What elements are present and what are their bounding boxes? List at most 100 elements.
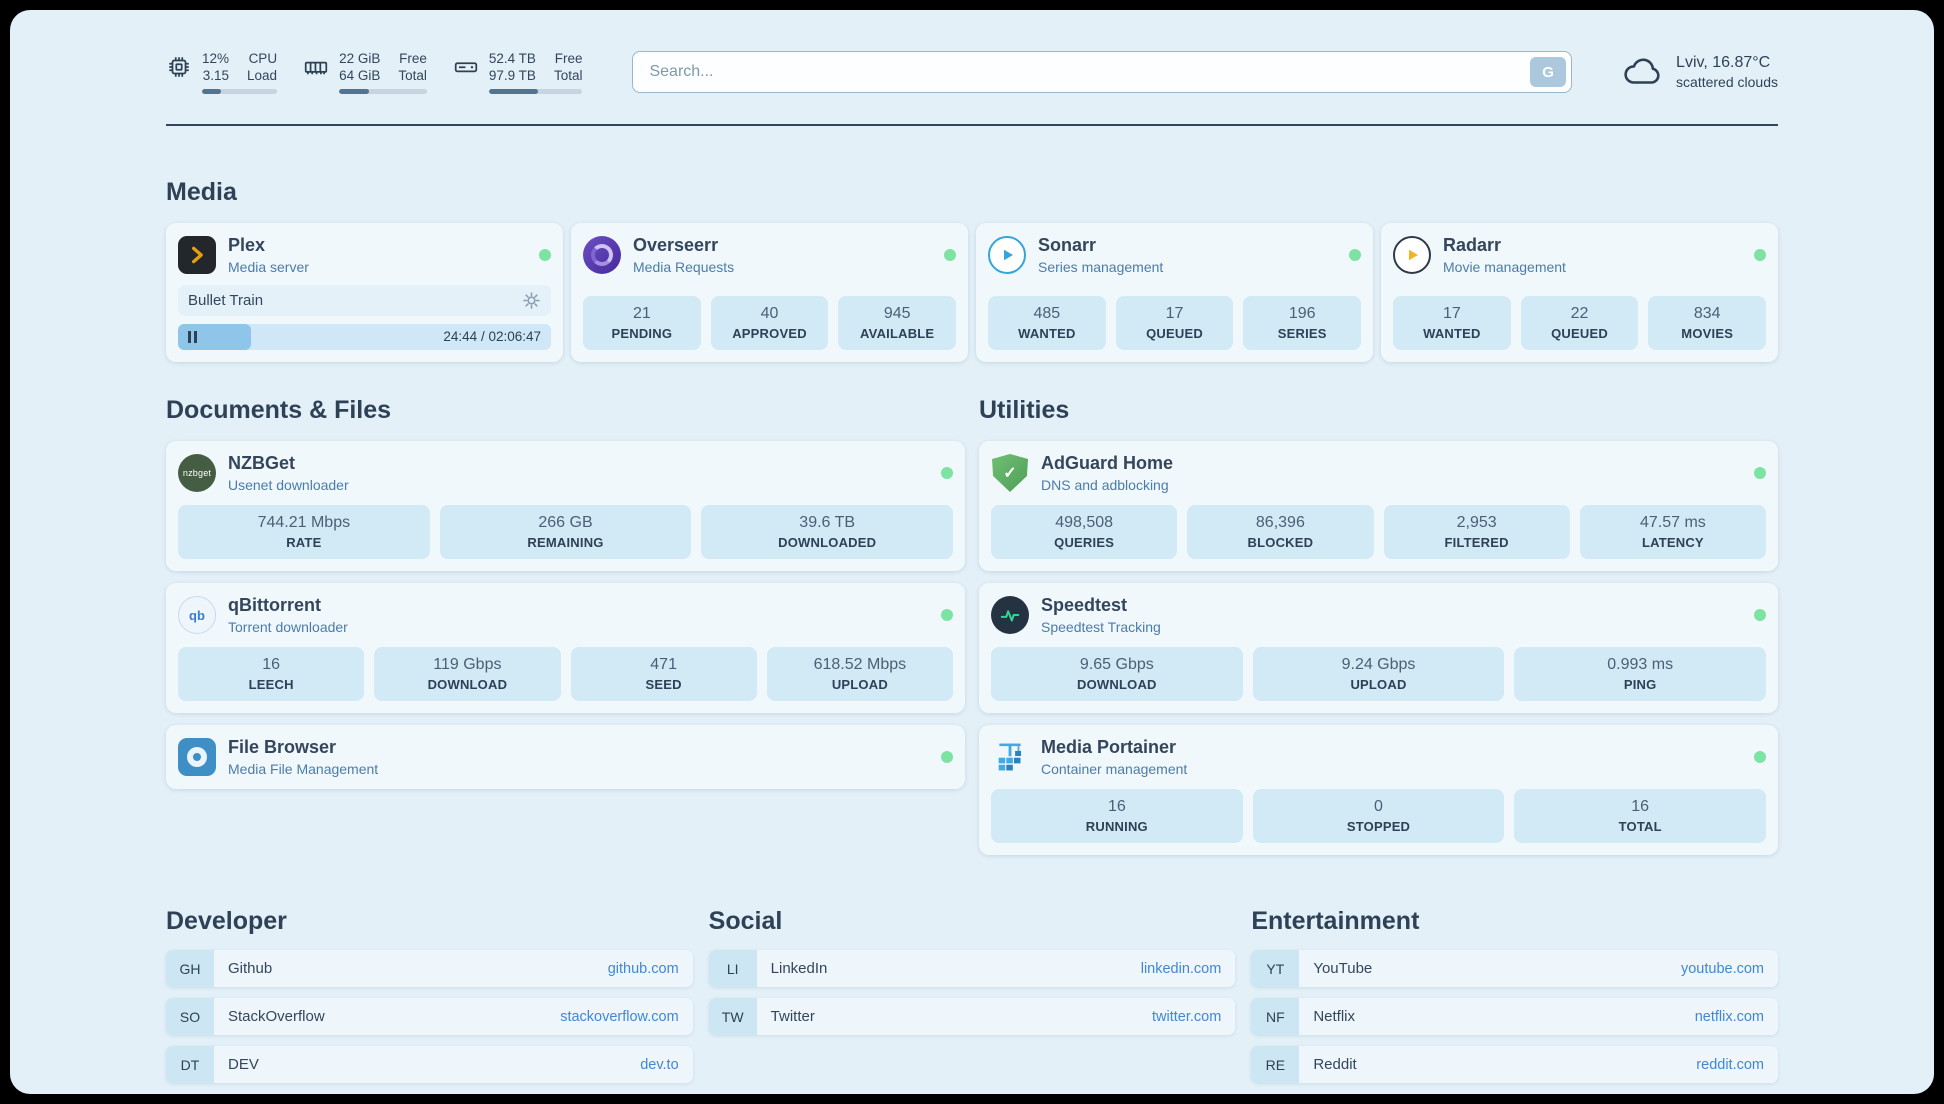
service-description: Media File Management xyxy=(228,761,379,777)
service-card-overseerr[interactable]: Overseerr Media Requests 21 PENDING 40 APPROV… xyxy=(571,223,968,362)
service-card-nzbget[interactable]: nzbget NZBGet Usenet downloader 744.21 Mbps… xyxy=(166,441,965,571)
memory-free-label: Free xyxy=(399,51,427,66)
gear-icon[interactable] xyxy=(522,291,541,310)
stat-value: 40 xyxy=(760,305,779,322)
now-playing-row: Bullet Train xyxy=(178,285,551,316)
search-provider-button[interactable]: G xyxy=(1530,57,1567,87)
bookmark-dev[interactable]: DT DEV dev.to xyxy=(166,1046,693,1083)
bookmark-twitter[interactable]: TW Twitter twitter.com xyxy=(708,998,1236,1035)
service-card-speedtest[interactable]: Speedtest Speedtest Tracking 9.65 Gbps DOWN… xyxy=(979,583,1778,713)
bookmark-url: twitter.com xyxy=(1152,1008,1222,1025)
stat-value: 17 xyxy=(1442,305,1461,322)
bookmark-abbr: DT xyxy=(166,1046,214,1083)
status-dot xyxy=(941,467,953,479)
stat-value: 47.57 ms xyxy=(1639,514,1706,531)
bookmark-linkedin[interactable]: LI LinkedIn linkedin.com xyxy=(708,950,1236,987)
dashboard-page: 12% 3.15 CPU Load xyxy=(10,10,1934,1094)
stat-value: 196 xyxy=(1288,305,1316,322)
card-header: File Browser Media File Management xyxy=(178,737,953,777)
status-dot xyxy=(1754,751,1766,763)
bookmark-abbr: GH xyxy=(166,950,214,987)
disk-free-value: 52.4 TB xyxy=(488,51,536,66)
cpu-icon xyxy=(166,54,192,80)
memory-total-value: 64 GiB xyxy=(339,68,381,83)
plex-icon xyxy=(178,236,216,274)
stat-value: 485 xyxy=(1033,305,1061,322)
pause-icon[interactable] xyxy=(188,331,197,343)
bookmark-group-social: Social LI LinkedIn linkedin.com TW Twitter twi… xyxy=(708,907,1236,1035)
disk-progress-fill xyxy=(488,89,539,94)
bookmark-body: Github github.com xyxy=(214,950,693,987)
service-titles: AdGuard Home DNS and adblocking xyxy=(1041,453,1173,493)
service-card-file-browser[interactable]: File Browser Media File Management xyxy=(166,725,965,789)
stat-label: LEECH xyxy=(248,677,294,692)
service-titles: qBittorrent Torrent downloader xyxy=(228,595,348,635)
service-description: Media Requests xyxy=(633,259,735,275)
stat-stopped: 0 STOPPED xyxy=(1252,789,1505,843)
stat-value: 16 xyxy=(1631,798,1650,815)
now-playing-title: Bullet Train xyxy=(188,292,264,309)
bookmark-list: LI LinkedIn linkedin.com TW Twitter twitter.c… xyxy=(708,950,1236,1035)
bookmark-list: YT YouTube youtube.com NF Netflix netflix.com… xyxy=(1251,950,1778,1083)
service-titles: Overseerr Media Requests xyxy=(633,235,734,275)
stat-label: QUERIES xyxy=(1054,535,1115,550)
topbar: 12% 3.15 CPU Load xyxy=(166,50,1778,94)
service-name: Plex xyxy=(228,235,266,255)
stat-wanted: 485 WANTED xyxy=(988,296,1106,350)
bookmark-url: netflix.com xyxy=(1694,1008,1764,1025)
service-description: Media server xyxy=(228,259,309,275)
card-header: ✓ AdGuard Home DNS and adblocking xyxy=(991,453,1766,493)
service-name: qBittorrent xyxy=(228,595,321,615)
stat-value: 119 Gbps xyxy=(433,656,502,673)
bookmark-netflix[interactable]: NF Netflix netflix.com xyxy=(1251,998,1778,1035)
stat-label: BLOCKED xyxy=(1247,535,1314,550)
stat-value: 16 xyxy=(1107,798,1126,815)
stat-value: 17 xyxy=(1165,305,1184,322)
service-card-plex[interactable]: Plex Media server Bullet Train 24:44 / 02:0… xyxy=(166,223,563,362)
stat-blocked: 86,396 BLOCKED xyxy=(1187,505,1374,559)
stat-upload: 618.52 Mbps UPLOAD xyxy=(766,647,953,701)
stat-value: 834 xyxy=(1693,305,1721,322)
bookmark-url: reddit.com xyxy=(1696,1056,1764,1073)
memory-widget: 22 GiB 64 GiB Free Total xyxy=(303,50,427,94)
stat-series: 196 SERIES xyxy=(1243,296,1362,350)
playback-progress-bar[interactable]: 24:44 / 02:06:47 xyxy=(178,324,551,350)
service-description: Container management xyxy=(1041,761,1188,777)
sonarr-icon xyxy=(988,236,1026,274)
stat-available: 945 AVAILABLE xyxy=(838,296,957,350)
service-name: Overseerr xyxy=(633,235,719,255)
card-header: Radarr Movie management xyxy=(1393,235,1766,275)
card-header: Speedtest Speedtest Tracking xyxy=(991,595,1766,635)
stat-value: 86,396 xyxy=(1255,514,1305,531)
service-name: Radarr xyxy=(1443,235,1502,255)
documents-section-title: Documents & Files xyxy=(166,396,392,424)
stat-label: WANTED xyxy=(1018,326,1076,341)
bookmark-label: DEV xyxy=(228,1056,259,1073)
stat-label: WANTED xyxy=(1423,326,1481,341)
search-input[interactable] xyxy=(632,51,1573,93)
service-card-qbittorrent[interactable]: qb qBittorrent Torrent downloader 16 LEECH 11… xyxy=(166,583,965,713)
bookmark-reddit[interactable]: RE Reddit reddit.com xyxy=(1251,1046,1778,1083)
stat-label: REMAINING xyxy=(527,535,604,550)
service-card-sonarr[interactable]: Sonarr Series management 485 WANTED 17 QUEUED… xyxy=(976,223,1373,362)
stat-label: STOPPED xyxy=(1346,819,1411,834)
bookmark-youtube[interactable]: YT YouTube youtube.com xyxy=(1251,950,1778,987)
service-card-adguard-home[interactable]: ✓ AdGuard Home DNS and adblocking 498,508 QU… xyxy=(979,441,1778,571)
card-header: Sonarr Series management xyxy=(988,235,1361,275)
service-card-media-portainer[interactable]: Media Portainer Container management 16 RUN… xyxy=(979,725,1778,855)
stat-label: QUEUED xyxy=(1146,326,1203,341)
bookmark-abbr: NF xyxy=(1251,998,1300,1035)
bookmark-github[interactable]: GH Github github.com xyxy=(166,950,693,987)
bookmark-stackoverflow[interactable]: SO StackOverflow stackoverflow.com xyxy=(166,998,693,1035)
weather-widget[interactable]: Lviv, 16.87°C scattered clouds xyxy=(1622,54,1778,90)
service-card-radarr[interactable]: Radarr Movie management 17 WANTED 22 QUEUED 83… xyxy=(1381,223,1778,362)
service-titles: Speedtest Speedtest Tracking xyxy=(1041,595,1161,635)
bookmark-abbr: YT xyxy=(1251,950,1300,987)
stat-value: 16 xyxy=(262,656,281,673)
stat-label: RATE xyxy=(286,535,322,550)
stat-remaining: 266 GB REMAINING xyxy=(439,505,692,559)
portainer-icon xyxy=(991,738,1029,776)
utilities-section-title: Utilities xyxy=(979,396,1070,424)
bookmarks-section: Developer GH Github github.com SO StackOverfl… xyxy=(166,907,1778,1094)
bookmark-url: stackoverflow.com xyxy=(560,1008,679,1025)
